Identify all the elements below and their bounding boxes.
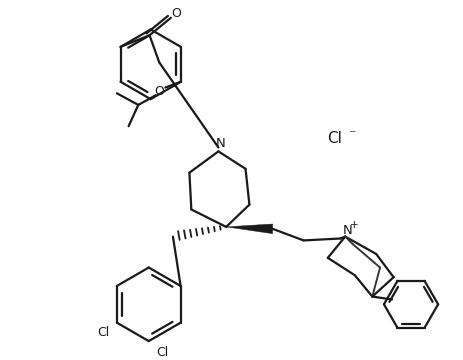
Text: O: O <box>172 8 181 21</box>
Text: Cl: Cl <box>156 346 169 359</box>
Text: O: O <box>155 85 164 98</box>
Polygon shape <box>226 224 273 234</box>
Text: Cl: Cl <box>97 326 109 339</box>
Text: N: N <box>342 224 352 237</box>
Text: Cl: Cl <box>327 131 342 146</box>
Text: N: N <box>215 137 225 150</box>
Text: +: + <box>350 220 358 230</box>
Text: ⁻: ⁻ <box>348 128 356 142</box>
